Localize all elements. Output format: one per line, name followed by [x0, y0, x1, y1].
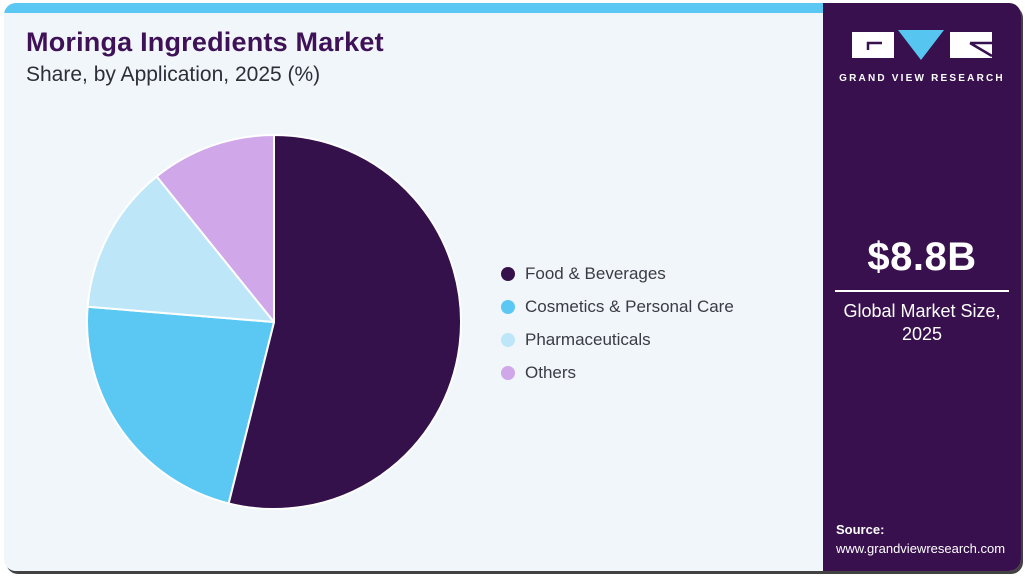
source-url[interactable]: www.grandviewresearch.com	[836, 541, 1006, 556]
page-subtitle: Share, by Application, 2025 (%)	[26, 63, 321, 86]
legend-dot-icon	[501, 267, 515, 281]
legend-label: Others	[525, 363, 577, 382]
logo-v-triangle	[898, 30, 944, 60]
pie-chart	[86, 134, 463, 510]
top-accent-strip	[4, 3, 823, 13]
pie-slice-cosmetics-personal-care	[86, 305, 275, 505]
page-title: Moringa Ingredients Market	[26, 27, 384, 57]
market-size-divider	[835, 290, 1009, 292]
legend-dot-icon	[501, 300, 515, 314]
logo-r-leg	[969, 41, 993, 58]
brand-name: GRAND VIEW RESEARCH	[839, 73, 1005, 84]
source-label: Source:	[836, 522, 885, 537]
gvr-logo-icon	[852, 30, 993, 60]
brand-logo: GRAND VIEW RESEARCH	[823, 29, 1021, 84]
pie-slice-pharmaceuticals	[86, 175, 275, 323]
legend-label: Pharmaceuticals	[525, 330, 651, 349]
legend-label: Cosmetics & Personal Care	[525, 297, 734, 316]
source-block: Source: www.grandviewresearch.com	[836, 520, 1005, 558]
market-size-label: Global Market Size, 2025	[843, 301, 1001, 344]
legend-dot-icon	[501, 366, 515, 380]
market-size-block: $8.8B Global Market Size, 2025	[823, 235, 1021, 346]
legend-label: Food & Beverages	[525, 264, 666, 283]
market-size-value: $8.8B	[867, 235, 977, 279]
logo-g-notch	[866, 41, 882, 50]
sidebar: GRAND VIEW RESEARCH $8.8B Global Market …	[823, 3, 1021, 571]
chart-panel: Moringa Ingredients Market Share, by App…	[4, 3, 823, 571]
logo-g-block	[852, 32, 894, 58]
infographic-card: Moringa Ingredients Market Share, by App…	[4, 3, 1021, 571]
legend-item-food-beverages: Food & Beverages	[501, 264, 734, 284]
legend-dot-icon	[501, 333, 515, 347]
pie-slice-food-beverages	[227, 134, 463, 510]
legend-item-others: Others	[501, 363, 734, 383]
pie-slice-others	[155, 134, 275, 323]
legend-item-pharmaceuticals: Pharmaceuticals	[501, 330, 734, 350]
legend-item-cosmetics-personal-care: Cosmetics & Personal Care	[501, 297, 734, 317]
chart-legend: Food & Beverages Cosmetics & Personal Car…	[501, 264, 734, 383]
